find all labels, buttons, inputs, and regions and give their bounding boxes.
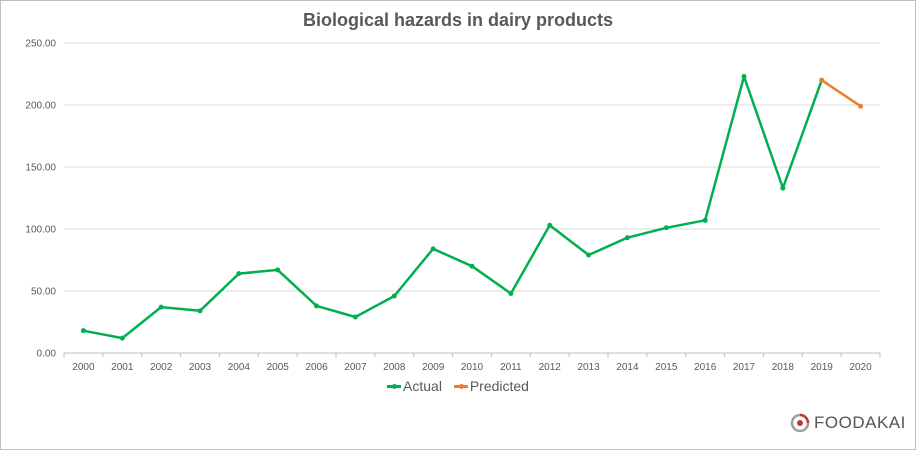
x-tick-label: 2016	[694, 362, 717, 373]
data-point-actual	[275, 267, 281, 273]
data-point-actual	[119, 335, 125, 341]
x-tick-label: 2000	[72, 362, 95, 373]
y-tick-label: 50.00	[31, 287, 56, 298]
x-tick-label: 2010	[461, 362, 484, 373]
data-point-actual	[430, 246, 436, 252]
x-tick-label: 2011	[500, 362, 522, 373]
y-tick-label: 100.00	[25, 225, 56, 236]
legend-swatch-predicted	[453, 381, 468, 391]
data-point-actual	[508, 290, 514, 296]
foodakai-logo-icon	[790, 413, 810, 433]
x-tick-label: 2015	[655, 362, 678, 373]
data-point-actual	[314, 303, 320, 309]
x-tick-label: 2004	[228, 362, 251, 373]
data-point-actual	[236, 271, 242, 277]
data-point-actual	[663, 225, 669, 231]
x-tick-label: 2003	[189, 362, 212, 373]
data-point-predicted	[858, 103, 864, 109]
x-tick-label: 2014	[616, 362, 639, 373]
x-tick-label: 2019	[811, 362, 834, 373]
chart-title: Biological hazards in dairy products	[302, 10, 614, 30]
data-point-predicted	[819, 77, 825, 83]
x-tick-label: 2002	[150, 362, 173, 373]
data-point-actual	[586, 252, 592, 258]
legend-label-actual: Actual	[403, 378, 442, 394]
x-tick-label: 2012	[539, 362, 562, 373]
x-tick-label: 2009	[422, 362, 445, 373]
data-point-actual	[469, 263, 475, 269]
brand-logo: FOODAKAI	[790, 413, 906, 433]
data-point-actual	[391, 293, 397, 299]
y-tick-label: 150.00	[25, 163, 56, 174]
legend: Actual Predicted	[0, 378, 916, 394]
x-tick-label: 2020	[849, 362, 872, 373]
data-point-actual	[547, 222, 553, 228]
series-line-actual	[83, 75, 823, 340]
data-point-actual	[624, 235, 630, 241]
data-point-actual	[197, 308, 203, 314]
x-tick-label: 2018	[772, 362, 795, 373]
x-tick-label: 2006	[305, 362, 328, 373]
x-tick-label: 2005	[267, 362, 290, 373]
y-tick-label: 200.00	[25, 101, 56, 112]
x-tick-label: 2017	[733, 362, 756, 373]
data-point-actual	[158, 304, 164, 310]
legend-label-predicted: Predicted	[469, 378, 529, 394]
data-point-actual	[780, 185, 786, 191]
legend-item-predicted[interactable]: Predicted	[453, 378, 529, 394]
brand-logo-text: FOODAKAI	[814, 413, 906, 432]
x-tick-label: 2001	[111, 362, 134, 373]
y-tick-label: 250.00	[25, 39, 56, 50]
data-point-actual	[702, 217, 708, 223]
x-tick-label: 2007	[344, 362, 367, 373]
legend-swatch-actual	[387, 381, 402, 391]
data-point-actual	[741, 73, 747, 79]
legend-item-actual[interactable]: Actual	[387, 378, 442, 394]
y-tick-label: 0.00	[37, 349, 57, 360]
data-point-actual	[352, 314, 358, 320]
x-tick-label: 2013	[577, 362, 600, 373]
x-tick-label: 2008	[383, 362, 406, 373]
series-line-predicted	[821, 79, 862, 108]
data-point-actual	[80, 328, 86, 334]
